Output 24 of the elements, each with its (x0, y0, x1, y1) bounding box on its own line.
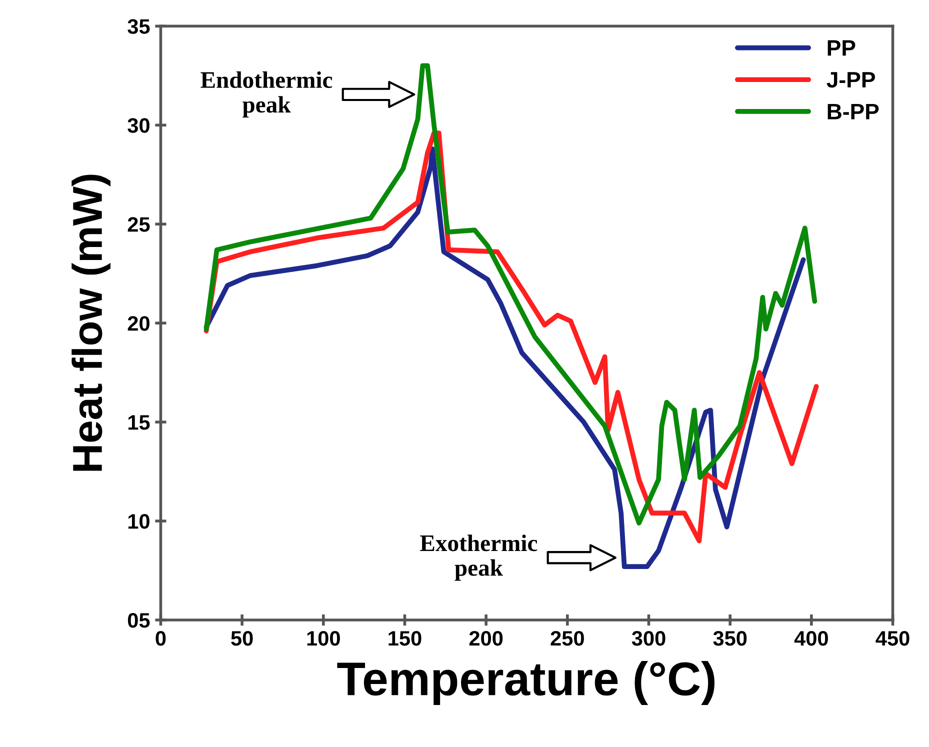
x-tick-label: 200 (469, 630, 503, 646)
x-tick-label: 300 (632, 630, 666, 646)
y-tick-label: 30 (128, 118, 150, 133)
legend-label: PP (828, 40, 856, 56)
annotation: Exothermic peak (420, 534, 538, 581)
y-tick-label: 20 (128, 316, 150, 331)
legend-label: J-PP (826, 72, 875, 88)
x-tick-label: 150 (388, 630, 422, 646)
x-tick-label: 350 (713, 630, 747, 646)
x-tick-label: 0 (156, 630, 166, 646)
x-axis-title: Temperature (°C) (337, 660, 714, 705)
y-tick-label: 25 (128, 217, 150, 232)
x-tick-label: 450 (876, 630, 910, 646)
y-tick-label: 05 (128, 613, 150, 628)
y-tick-label: 15 (128, 415, 150, 430)
x-tick-label: 100 (307, 630, 340, 646)
legend-label: B-PP (828, 104, 879, 120)
y-axis-title: Heat flow (mW) (72, 174, 110, 471)
annotation: Endothermic peak (200, 71, 332, 118)
x-tick-label: 50 (231, 630, 253, 646)
y-tick-label: 10 (128, 514, 150, 529)
x-tick-label: 250 (550, 630, 584, 646)
y-tick-label: 35 (128, 19, 150, 34)
x-tick-label: 400 (794, 630, 828, 646)
